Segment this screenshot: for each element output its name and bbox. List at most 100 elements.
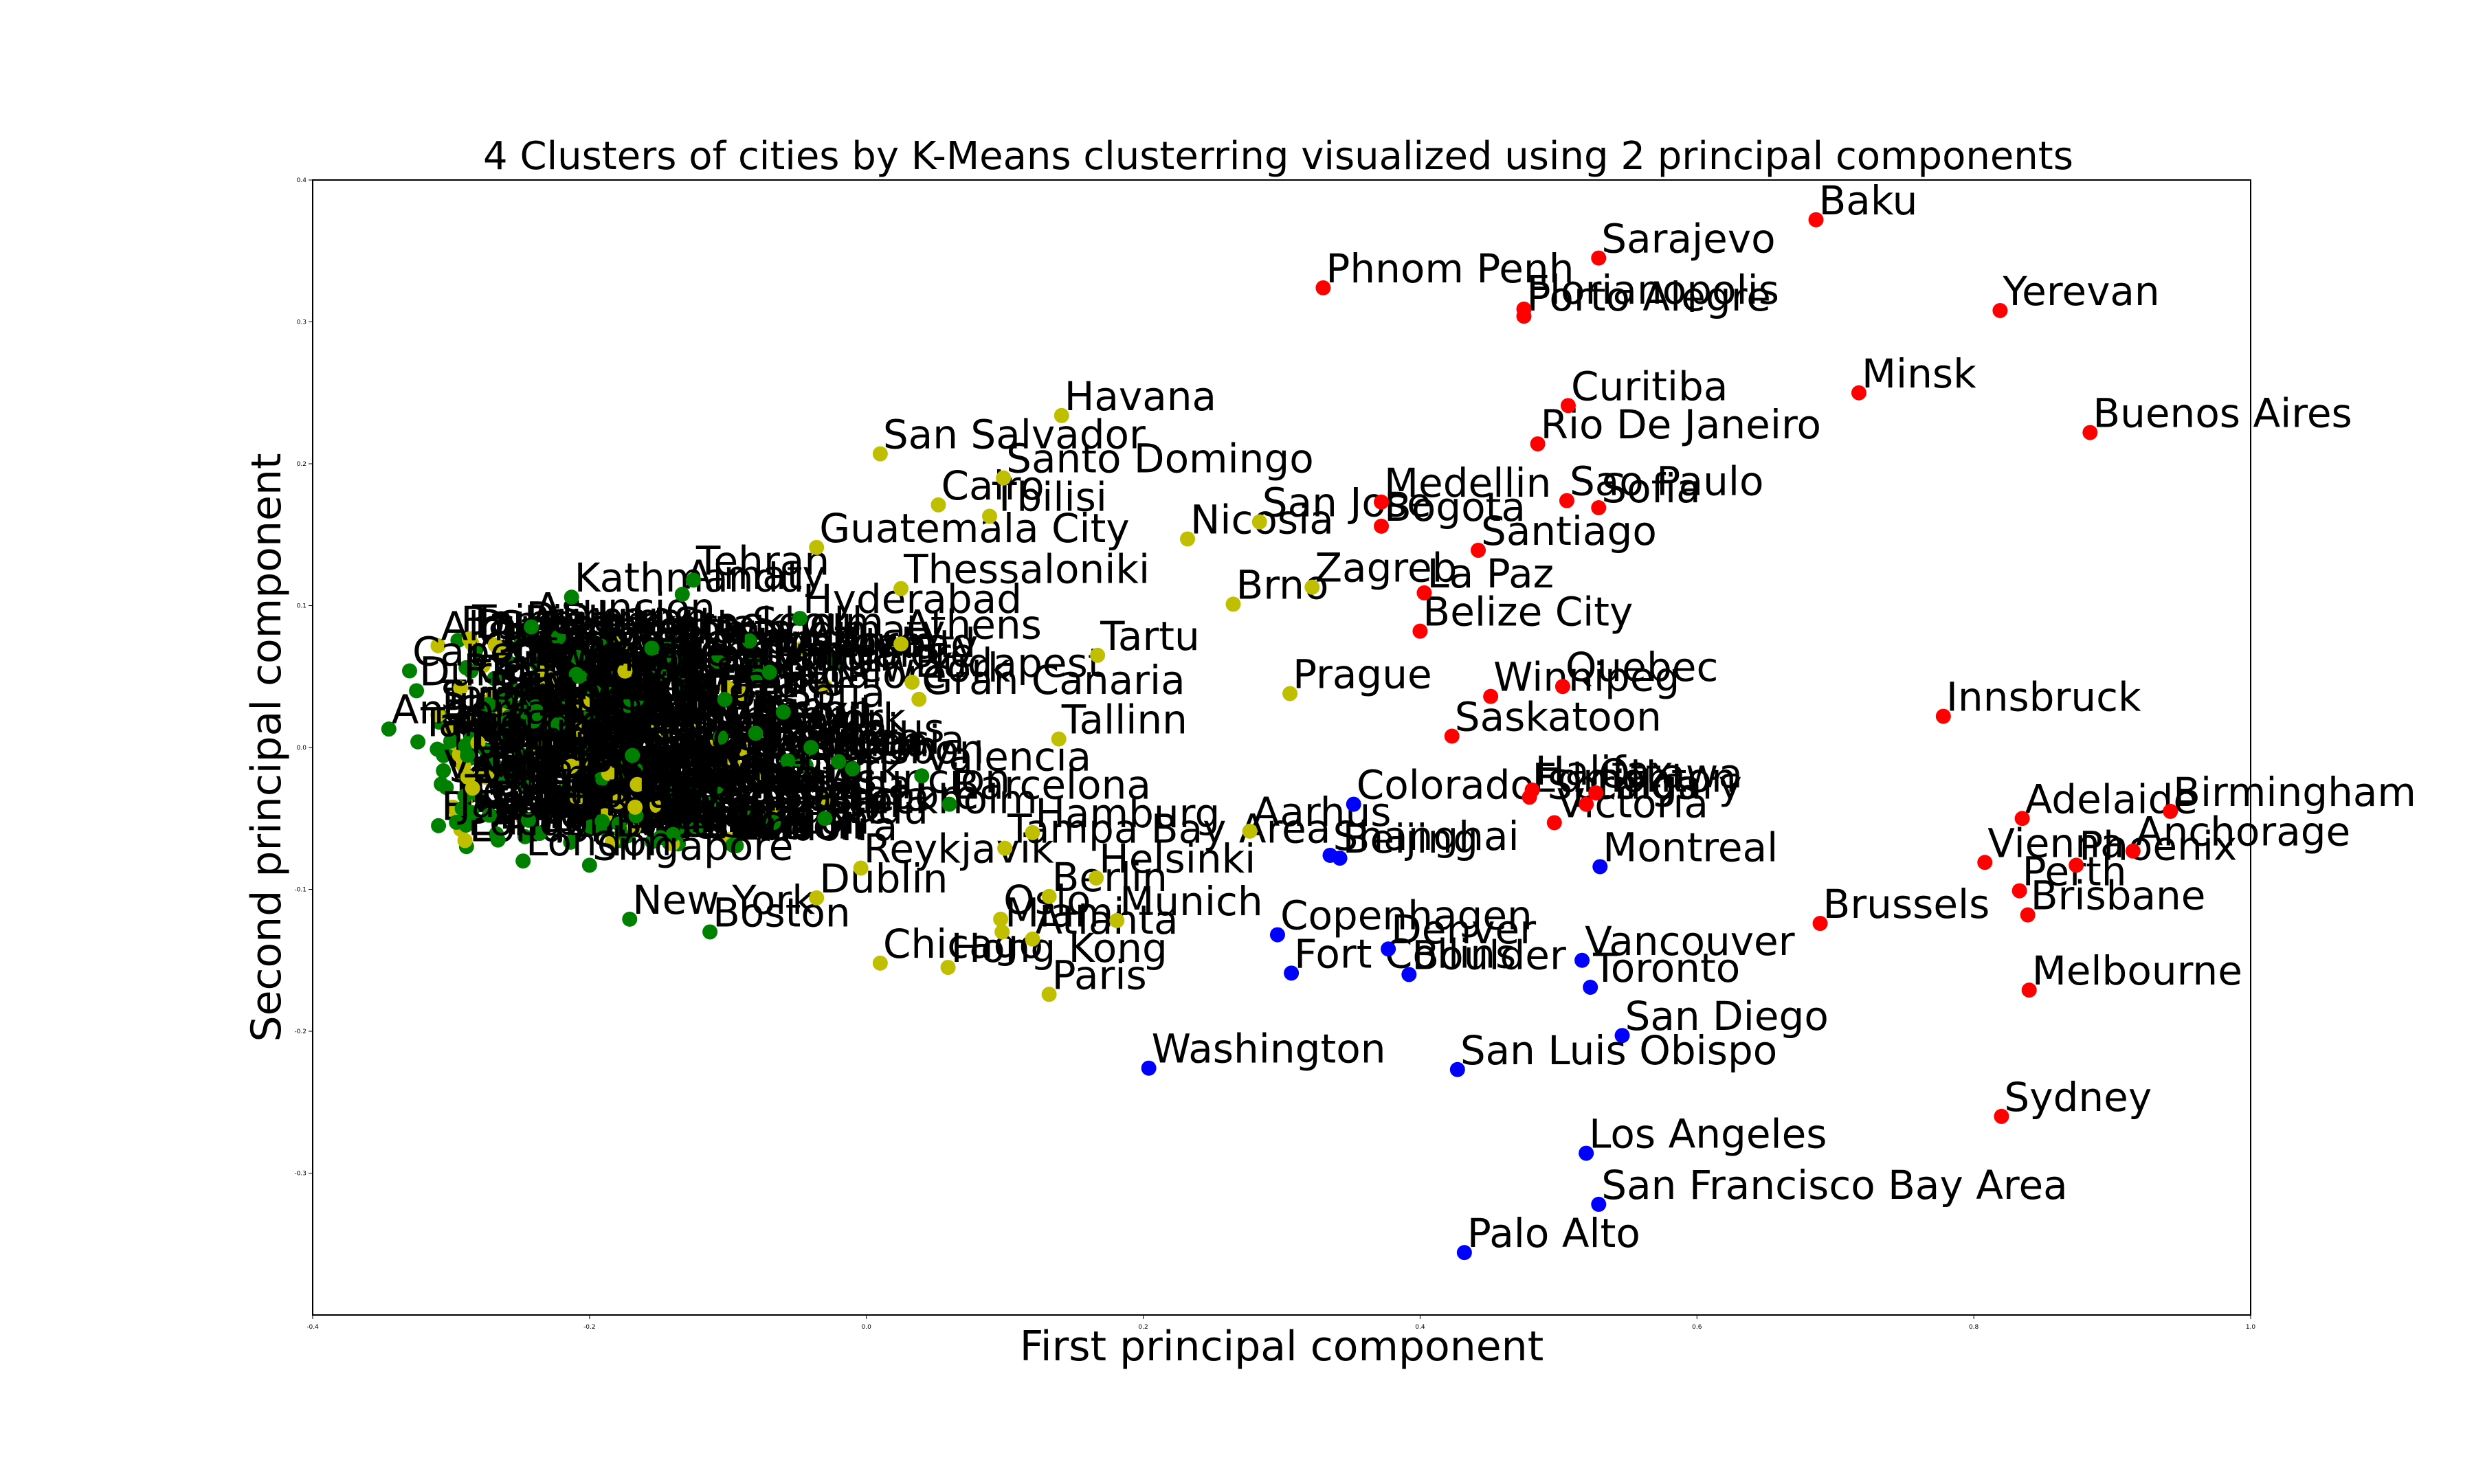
- cluster-mass-point: [460, 713, 476, 729]
- cluster-mass-point: [827, 656, 843, 672]
- cluster-mass-point: [780, 753, 796, 769]
- cluster-mass-point: [593, 638, 609, 654]
- point-label: Tartu: [1100, 613, 1200, 660]
- point-label: Melbourne: [2032, 947, 2242, 994]
- data-point: [1041, 888, 1057, 904]
- point-label: Zagreb: [1315, 545, 1457, 592]
- point-label: Miami: [1005, 889, 1124, 936]
- cluster-mass-point: [646, 798, 662, 813]
- data-point: [994, 924, 1010, 940]
- cluster-mass-point: [490, 776, 506, 791]
- cluster-mass-label: Tehran: [755, 733, 889, 780]
- data-point: [1315, 280, 1331, 295]
- data-point: [1089, 870, 1104, 886]
- cluster-mass-point: [543, 706, 559, 721]
- cluster-mass-point: [458, 660, 474, 675]
- cluster-mass-label: Jakarta: [615, 600, 757, 647]
- point-label: Bogota: [1384, 484, 1526, 530]
- point-label: San Salvador: [883, 412, 1146, 458]
- point-label: Dublin: [819, 855, 948, 902]
- cluster-mass-label: Durban: [561, 595, 709, 642]
- cluster-mass-point: [766, 815, 781, 831]
- data-point: [981, 508, 997, 524]
- data-point: [1579, 1145, 1594, 1161]
- cluster-mass-point: [745, 768, 761, 784]
- point-label: Bangalore: [772, 630, 974, 677]
- cluster-mass-point: [610, 794, 626, 809]
- data-point: [2163, 803, 2178, 819]
- cluster-mass-point: [688, 821, 704, 837]
- data-point: [893, 636, 909, 652]
- cluster-mass-point: [629, 776, 645, 792]
- point-label: Vancouver: [1585, 918, 1795, 965]
- point-label: Sofia: [786, 669, 885, 716]
- point-label: Atlanta: [1035, 897, 1178, 943]
- data-point: [1416, 585, 1432, 600]
- cluster-mass-point: [594, 813, 610, 829]
- cluster-mass-point: [497, 693, 513, 708]
- cluster-mass-point: [457, 833, 473, 848]
- point-label: Almaty: [685, 552, 826, 598]
- cluster-mass-point: [742, 633, 757, 649]
- data-point: [402, 663, 417, 679]
- y-tick-label: -0.3: [294, 1171, 307, 1178]
- data-point: [2069, 857, 2084, 873]
- y-tick-label: 0.2: [297, 461, 307, 468]
- cluster-mass-label: Valencia: [798, 717, 965, 763]
- x-tick-label: 0.4: [1415, 1324, 1425, 1331]
- data-point: [1522, 789, 1537, 805]
- cluster-mass-point: [651, 666, 667, 682]
- data-point: [1530, 436, 1546, 452]
- point-label: Sao Paulo: [1570, 458, 1764, 505]
- x-tick-label: 0.2: [1138, 1324, 1148, 1331]
- cluster-mass-point: [470, 735, 486, 751]
- data-point: [2082, 425, 2098, 440]
- point-label: Hamburg: [1035, 790, 1220, 837]
- point-label: London: [526, 818, 672, 865]
- data-point: [1269, 927, 1285, 943]
- cluster-mass-point: [513, 747, 529, 763]
- point-label: Budapest: [915, 640, 1103, 686]
- cluster-mass-point: [570, 649, 586, 665]
- data-point: [817, 811, 833, 827]
- point-label: Sydney: [2004, 1074, 2152, 1121]
- point-label: Thessaloniki: [903, 546, 1150, 593]
- data-point: [1591, 250, 1607, 266]
- point-label: Jakarta: [653, 605, 794, 652]
- cluster-mass-label: Kathmandu: [698, 787, 928, 833]
- data-point: [1614, 1028, 1630, 1044]
- cluster-mass-point: [644, 721, 660, 737]
- data-point: [1332, 851, 1348, 866]
- cluster-mass-point: [608, 753, 624, 769]
- cluster-mass-label: Valencia: [480, 751, 647, 798]
- point-label: Palo Alto: [1467, 1210, 1640, 1257]
- data-point: [930, 497, 946, 513]
- data-point: [524, 619, 539, 635]
- cluster-mass-label: Stockholm: [674, 599, 884, 646]
- point-label: Gran Canaria: [922, 657, 1185, 704]
- data-point: [1141, 1060, 1157, 1076]
- data-point: [1025, 931, 1040, 947]
- cluster-mass-label: Singapore: [468, 704, 669, 750]
- data-point: [1559, 493, 1574, 508]
- point-label: Taipei: [420, 699, 535, 746]
- dense-cluster-mass: TehranKathmanduAlmatyAsuncionHyderabadCa…: [430, 594, 1011, 855]
- point-label: Paris: [1052, 952, 1147, 998]
- point-label: Los Angeles: [1589, 1111, 1827, 1158]
- data-point: [644, 640, 660, 656]
- data-point: [1483, 688, 1499, 704]
- point-label: Sarajevo: [1601, 216, 1775, 262]
- cluster-mass-point: [717, 692, 733, 708]
- data-point: [872, 955, 888, 971]
- data-point: [803, 740, 819, 755]
- cluster-mass-point: [513, 632, 529, 648]
- cluster-mass-point: [574, 743, 590, 758]
- x-tick-label: 0.8: [1969, 1324, 1979, 1331]
- data-point: [1588, 785, 1604, 801]
- cluster-mass-point: [467, 642, 483, 658]
- cluster-mass-point: [625, 747, 640, 763]
- data-point: [1284, 965, 1300, 981]
- cluster-mass-point: [462, 631, 478, 647]
- cluster-mass-point: [652, 830, 668, 846]
- cluster-mass-point: [607, 636, 623, 651]
